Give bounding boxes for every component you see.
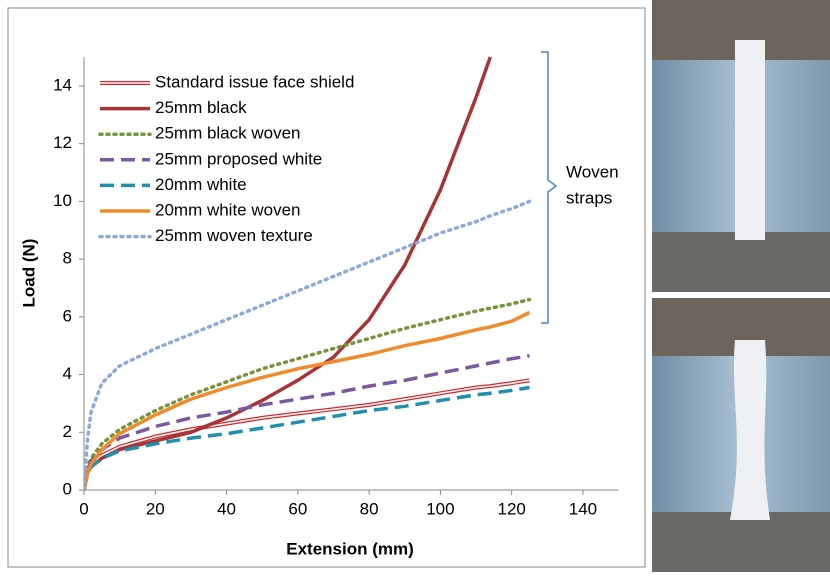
y-tick-label: 10 <box>53 191 72 210</box>
legend-label: 20mm white <box>155 175 247 194</box>
annotation: straps <box>566 188 612 207</box>
x-tick-label: 100 <box>426 499 454 518</box>
legend-label: Standard issue face shield <box>155 72 354 91</box>
x-tick-label: 20 <box>146 499 165 518</box>
x-axis-label: Extension (mm) <box>286 539 414 558</box>
bracket <box>541 51 558 324</box>
series-line <box>84 310 531 491</box>
plot-area <box>84 56 532 492</box>
y-tick-label: 6 <box>63 306 72 325</box>
clamp <box>652 512 830 572</box>
y-tick-label: 12 <box>53 133 72 152</box>
x-tick-label: 120 <box>497 499 525 518</box>
x-tick-label: 60 <box>288 499 307 518</box>
y-tick-label: 0 <box>63 479 72 498</box>
chart-border <box>7 7 646 568</box>
y-axis-label: Load (N) <box>19 239 38 308</box>
clamp <box>652 232 830 292</box>
legend-label: 25mm black woven <box>155 124 301 143</box>
legend-label: 25mm proposed white <box>155 149 322 168</box>
series-line-inner <box>84 379 530 491</box>
x-tick-label: 140 <box>569 499 597 518</box>
y-tick-label: 4 <box>63 364 72 383</box>
x-tick-label: 0 <box>79 499 88 518</box>
series-line <box>84 385 530 491</box>
legend-label: 20mm white woven <box>155 200 301 219</box>
annotation: Woven <box>566 162 619 181</box>
y-tick-label: 14 <box>53 75 72 94</box>
x-tick-label: 40 <box>217 499 236 518</box>
strap <box>735 40 765 240</box>
series-line <box>84 199 532 492</box>
legend-label: 25mm woven texture <box>155 226 313 245</box>
photos <box>652 0 830 572</box>
strap <box>730 340 770 520</box>
y-tick-label: 8 <box>63 249 72 268</box>
series-line <box>84 297 532 492</box>
y-tick-label: 2 <box>63 422 72 441</box>
x-tick-label: 80 <box>360 499 379 518</box>
legend-label: 25mm black <box>155 98 247 117</box>
